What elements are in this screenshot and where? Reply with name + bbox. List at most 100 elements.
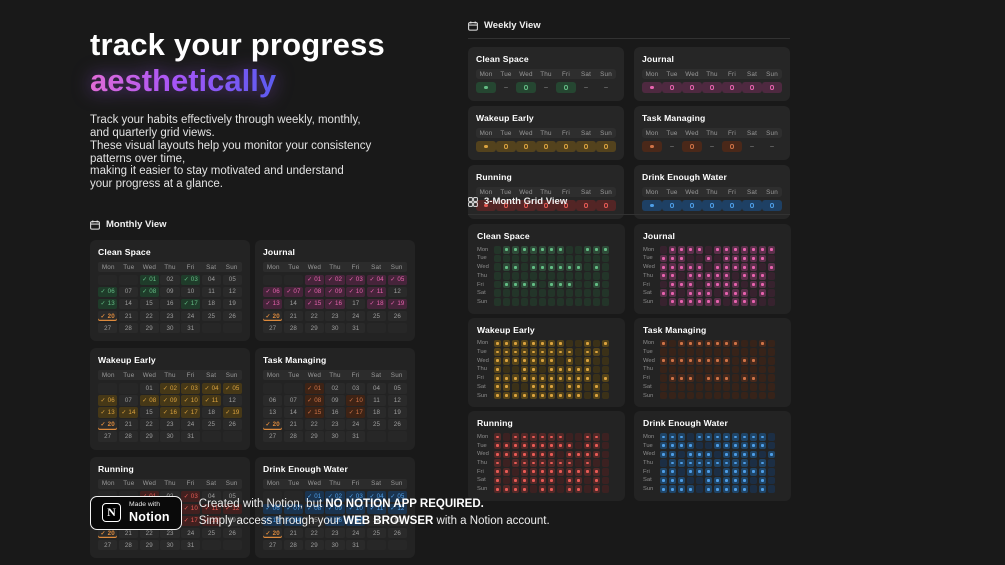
grid-cell[interactable]: [677, 254, 685, 263]
grid-cell[interactable]: [749, 280, 757, 289]
grid-cell[interactable]: [493, 272, 501, 280]
grid-cell[interactable]: [740, 383, 748, 391]
day-checked[interactable]: ✓ 11: [366, 286, 387, 298]
grid-cell[interactable]: [767, 365, 775, 374]
day-unchecked[interactable]: 24: [181, 527, 201, 539]
grid-cell[interactable]: [767, 374, 775, 382]
grid-cell[interactable]: [547, 339, 555, 348]
grid-cell[interactable]: [547, 280, 555, 289]
day-checked[interactable]: ✓ 08: [304, 286, 324, 298]
week-cell-sun[interactable]: [762, 141, 782, 152]
grid-cell[interactable]: [493, 339, 501, 348]
grid-cell[interactable]: [659, 450, 667, 459]
grid-cell[interactable]: [740, 441, 748, 450]
grid-cell[interactable]: [547, 298, 555, 306]
day-unchecked[interactable]: 30: [160, 322, 180, 334]
grid-cell[interactable]: [547, 374, 555, 382]
week-cell-fri[interactable]: [722, 200, 742, 211]
day-unchecked[interactable]: 28: [283, 322, 304, 334]
grid-cell[interactable]: [749, 254, 757, 263]
grid-cell[interactable]: [740, 450, 748, 459]
grid-cell[interactable]: [722, 485, 730, 493]
day-checked[interactable]: ✓ 04: [201, 382, 222, 394]
grid-cell[interactable]: [511, 365, 519, 374]
day-unchecked[interactable]: 29: [304, 322, 324, 334]
grid-cell[interactable]: [722, 383, 730, 391]
grid-cell[interactable]: [668, 280, 676, 289]
grid-cell[interactable]: [538, 263, 546, 271]
grid-cell[interactable]: [601, 468, 609, 476]
day-unchecked[interactable]: 24: [181, 419, 201, 430]
grid-cell[interactable]: [695, 365, 703, 374]
grid-cell[interactable]: [668, 348, 676, 356]
grid-cell[interactable]: [722, 246, 730, 254]
week-cell-mon[interactable]: [642, 141, 662, 152]
grid-cell[interactable]: [722, 365, 730, 374]
grid-cell[interactable]: [520, 246, 528, 254]
grid-cell[interactable]: [731, 450, 739, 459]
day-unchecked[interactable]: 07: [118, 395, 139, 406]
grid-cell[interactable]: [686, 246, 694, 254]
grid-cell[interactable]: [677, 391, 685, 400]
day-unchecked[interactable]: 25: [201, 419, 222, 430]
grid-cell[interactable]: [695, 254, 703, 263]
grid-cell[interactable]: [493, 433, 501, 441]
grid-cell[interactable]: [740, 348, 748, 356]
grid-cell[interactable]: [758, 298, 766, 306]
grid-cell[interactable]: [731, 383, 739, 391]
grid-cell[interactable]: [740, 357, 748, 365]
grid-cell[interactable]: [668, 246, 676, 254]
grid-cell[interactable]: [547, 441, 555, 450]
day-checked[interactable]: ✓ 07: [283, 503, 304, 515]
grid-cell[interactable]: [520, 433, 528, 441]
grid-cell[interactable]: [511, 450, 519, 459]
grid-cell[interactable]: [493, 391, 501, 400]
grid-cell[interactable]: [767, 272, 775, 280]
grid-cell[interactable]: [556, 485, 564, 493]
grid-cell[interactable]: [601, 441, 609, 450]
grid-cell[interactable]: [565, 263, 573, 271]
week-cell-mon[interactable]: [476, 200, 496, 211]
day-unchecked[interactable]: 24: [346, 419, 366, 430]
grid-cell[interactable]: [583, 450, 591, 459]
grid-cell[interactable]: [722, 298, 730, 306]
grid-cell[interactable]: [767, 441, 775, 450]
day-unchecked[interactable]: 31: [346, 539, 366, 551]
grid-cell[interactable]: [731, 357, 739, 365]
day-checked[interactable]: ✓ 08: [304, 395, 324, 406]
day-unchecked[interactable]: 29: [139, 539, 159, 551]
day-unchecked[interactable]: 16: [160, 298, 180, 310]
grid-cell[interactable]: [686, 383, 694, 391]
day-unchecked[interactable]: 22: [304, 310, 324, 322]
grid-cell[interactable]: [758, 468, 766, 476]
grid-cell[interactable]: [659, 263, 667, 271]
day-unchecked[interactable]: 29: [139, 431, 159, 442]
grid-cell[interactable]: [574, 433, 582, 441]
day-unchecked[interactable]: 15: [139, 298, 159, 310]
grid-cell[interactable]: [758, 254, 766, 263]
grid-cell[interactable]: [767, 246, 775, 254]
grid-cell[interactable]: [668, 365, 676, 374]
grid-cell[interactable]: [592, 391, 600, 400]
grid-cell[interactable]: [722, 450, 730, 459]
grid-cell[interactable]: [767, 468, 775, 476]
grid-cell[interactable]: [695, 485, 703, 493]
grid-cell[interactable]: [686, 433, 694, 441]
grid-cell[interactable]: [677, 468, 685, 476]
grid-cell[interactable]: [574, 374, 582, 382]
grid-cell[interactable]: [731, 459, 739, 467]
grid-cell[interactable]: [758, 280, 766, 289]
grid-cell[interactable]: [520, 450, 528, 459]
grid-cell[interactable]: [529, 357, 537, 365]
grid-cell[interactable]: [511, 280, 519, 289]
grid-cell[interactable]: [601, 254, 609, 263]
day-checked[interactable]: ✓ 06: [263, 286, 283, 298]
day-unchecked[interactable]: 29: [304, 431, 324, 442]
day-unchecked[interactable]: 11: [201, 286, 222, 298]
day-checked[interactable]: ✓ 08: [139, 286, 159, 298]
grid-cell[interactable]: [713, 441, 721, 450]
grid-cell[interactable]: [758, 374, 766, 382]
grid-cell[interactable]: [556, 374, 564, 382]
grid-cell[interactable]: [677, 433, 685, 441]
grid-cell[interactable]: [592, 450, 600, 459]
